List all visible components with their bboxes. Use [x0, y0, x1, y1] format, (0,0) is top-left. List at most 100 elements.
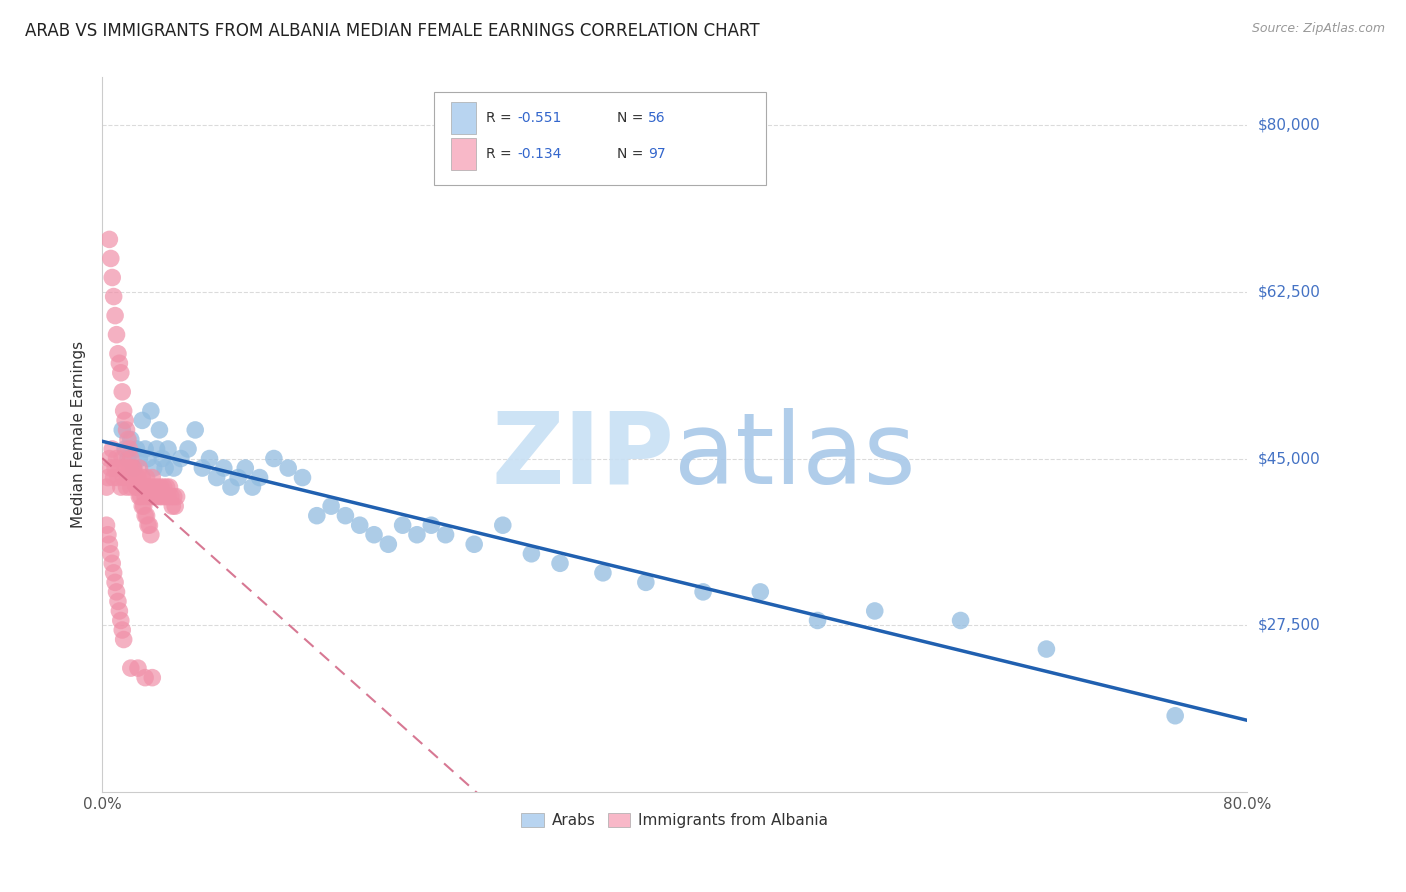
Point: [145, 442, 167, 456]
Legend: Arabs, Immigrants from Albania: Arabs, Immigrants from Albania: [515, 806, 834, 834]
Point: [184, 423, 207, 437]
Point: [249, 470, 271, 484]
Text: ZIP: ZIP: [492, 408, 675, 505]
FancyBboxPatch shape: [434, 92, 766, 185]
Point: [170, 451, 193, 466]
Point: [142, 490, 165, 504]
Point: [136, 451, 159, 466]
Point: [191, 461, 214, 475]
Point: [96, 518, 118, 533]
Point: [150, 451, 173, 466]
Point: [98, 232, 121, 246]
Point: [105, 585, 128, 599]
Point: [118, 442, 141, 456]
Point: [134, 490, 156, 504]
Point: [148, 423, 170, 437]
Point: [115, 423, 138, 437]
Point: [198, 451, 221, 466]
Point: [104, 309, 127, 323]
Point: [131, 499, 153, 513]
Point: [162, 499, 184, 513]
Point: [100, 461, 122, 475]
Point: [949, 614, 972, 628]
Point: [349, 518, 371, 533]
Point: [138, 490, 160, 504]
Point: [242, 480, 264, 494]
Point: [121, 470, 143, 484]
Point: [138, 518, 160, 533]
Point: [111, 384, 134, 399]
Point: [103, 566, 125, 580]
Point: [115, 480, 138, 494]
Point: [1035, 642, 1057, 657]
Point: [863, 604, 886, 618]
Text: ARAB VS IMMIGRANTS FROM ALBANIA MEDIAN FEMALE EARNINGS CORRELATION CHART: ARAB VS IMMIGRANTS FROM ALBANIA MEDIAN F…: [25, 22, 759, 40]
Point: [177, 442, 200, 456]
Point: [103, 289, 125, 303]
Point: [105, 451, 128, 466]
Point: [111, 451, 134, 466]
Point: [159, 480, 181, 494]
Point: [117, 470, 139, 484]
Point: [121, 461, 143, 475]
Point: [150, 490, 173, 504]
Point: [112, 470, 135, 484]
Point: [134, 442, 156, 456]
Point: [520, 547, 543, 561]
Point: [111, 423, 134, 437]
Point: [128, 490, 150, 504]
Point: [155, 480, 177, 494]
Point: [142, 461, 165, 475]
Point: [463, 537, 485, 551]
Point: [114, 442, 136, 456]
Point: [212, 461, 235, 475]
Point: [377, 537, 399, 551]
Point: [129, 480, 152, 494]
Point: [100, 547, 122, 561]
Point: [139, 404, 162, 418]
Point: [125, 480, 148, 494]
Point: [128, 461, 150, 475]
Text: $45,000: $45,000: [1258, 451, 1320, 466]
Point: [100, 252, 122, 266]
Point: [104, 575, 127, 590]
Point: [263, 451, 285, 466]
Point: [363, 527, 385, 541]
Point: [127, 480, 149, 494]
Point: [391, 518, 413, 533]
Point: [131, 470, 153, 484]
Point: [135, 508, 157, 523]
Point: [101, 557, 124, 571]
Point: [110, 480, 132, 494]
Point: [165, 499, 187, 513]
Point: [107, 347, 129, 361]
Point: [136, 518, 159, 533]
Point: [110, 366, 132, 380]
Point: [157, 490, 180, 504]
Point: [143, 480, 166, 494]
Point: [120, 433, 142, 447]
Point: [104, 461, 127, 475]
Point: [141, 671, 163, 685]
Point: [98, 537, 121, 551]
Point: [277, 461, 299, 475]
Point: [335, 508, 357, 523]
Point: [749, 585, 772, 599]
Point: [124, 470, 146, 484]
Point: [125, 442, 148, 456]
Point: [111, 623, 134, 637]
Point: [163, 461, 186, 475]
Point: [112, 404, 135, 418]
Point: [105, 327, 128, 342]
Point: [128, 451, 150, 466]
Text: R =: R =: [485, 112, 516, 125]
Point: [120, 451, 142, 466]
Point: [420, 518, 443, 533]
Point: [157, 442, 180, 456]
Point: [134, 508, 156, 523]
Point: [122, 461, 145, 475]
Point: [110, 614, 132, 628]
Bar: [451, 138, 477, 170]
Point: [136, 480, 159, 494]
Point: [148, 490, 170, 504]
